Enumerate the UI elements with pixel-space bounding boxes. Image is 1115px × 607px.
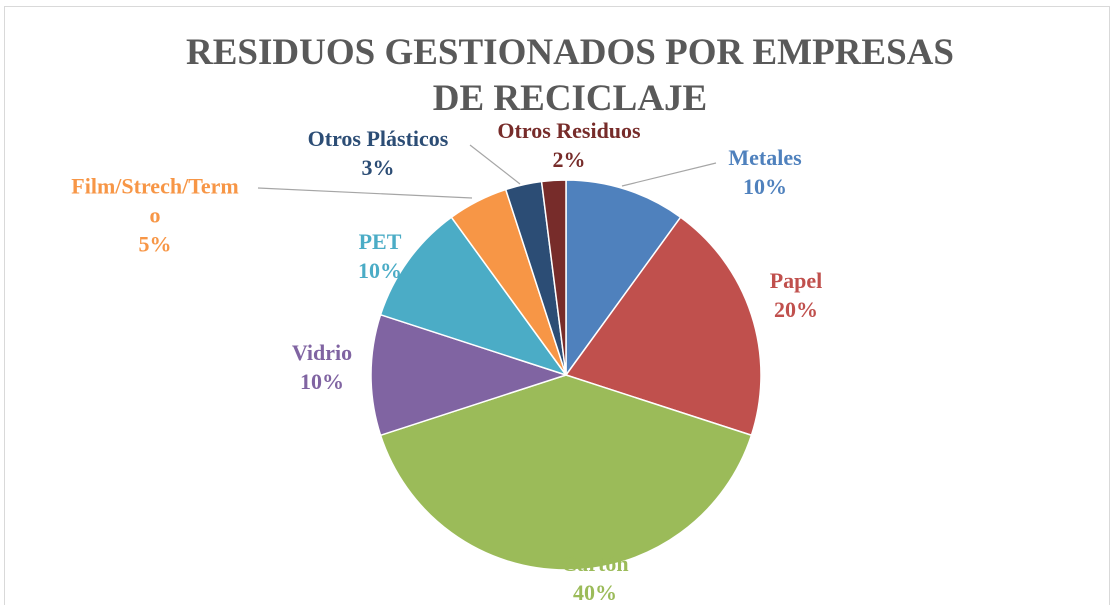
category-label: PET xyxy=(358,229,402,254)
slice-label: Otros Plásticos 3% xyxy=(308,124,449,182)
slice-label: Film/Strech/Termo 5% xyxy=(68,172,243,259)
value-label: 20% xyxy=(774,297,818,322)
slice-label: Cartón 40% xyxy=(561,549,628,607)
value-label: 10% xyxy=(358,258,402,283)
category-label: Papel xyxy=(769,268,823,293)
pie-slice xyxy=(379,216,568,377)
slice-label: Metales 10% xyxy=(728,143,801,201)
value-label: 40% xyxy=(573,580,617,605)
value-label: 5% xyxy=(138,231,172,257)
category-label: Otros Residuos xyxy=(497,118,641,143)
slice-label: Otros Residuos 2% xyxy=(497,116,640,174)
category-label: Metales xyxy=(728,145,802,170)
category-label: Film/Strech/Termo xyxy=(71,173,239,228)
pie-slice xyxy=(565,179,682,378)
leader-line xyxy=(469,144,521,185)
value-label: 3% xyxy=(361,155,395,180)
category-label: Cartón xyxy=(561,551,629,576)
chart-title: RESIDUOS GESTIONADOS POR EMPRESAS DE REC… xyxy=(186,32,954,119)
pie-slice xyxy=(564,216,762,437)
value-label: 10% xyxy=(299,369,344,394)
value-label: 10% xyxy=(742,174,787,199)
slice-label: Papel 20% xyxy=(770,266,823,324)
pie-slice xyxy=(370,313,569,437)
pie-slice xyxy=(540,179,567,376)
slice-label: PET 10% xyxy=(358,227,402,285)
category-label: Vidrio xyxy=(291,340,353,365)
leader-line xyxy=(621,162,717,187)
leader-line xyxy=(257,187,473,199)
pie-slice xyxy=(379,374,753,571)
slice-label: Vidrio 10% xyxy=(292,338,352,396)
category-label: Otros Plásticos xyxy=(307,126,449,151)
chart-border xyxy=(4,6,1110,605)
value-label: 2% xyxy=(552,147,586,172)
